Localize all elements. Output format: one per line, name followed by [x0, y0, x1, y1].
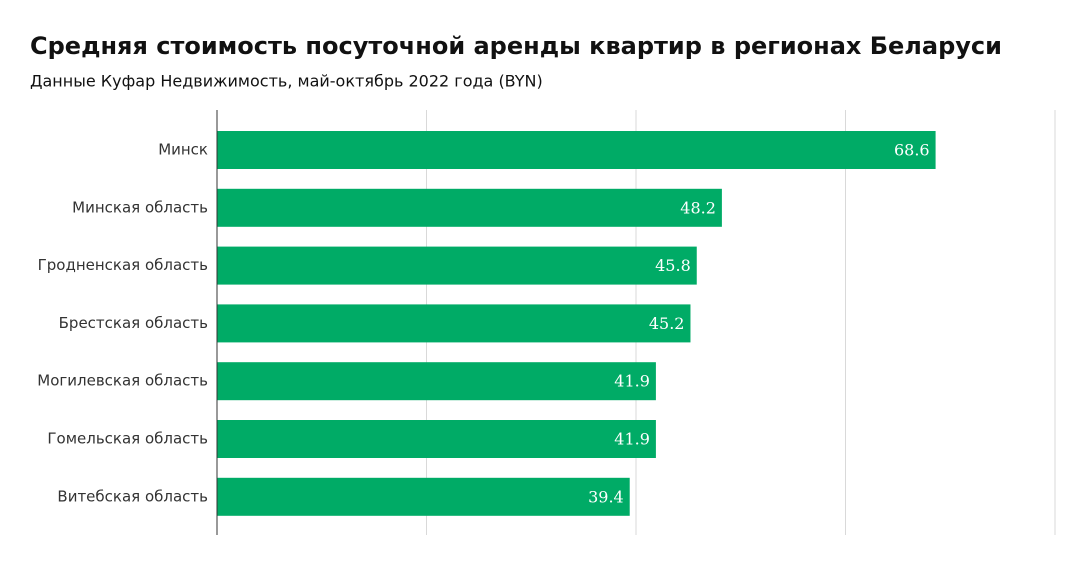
- value-label: 45.8: [655, 256, 691, 275]
- value-label: 68.6: [894, 141, 930, 160]
- bar: [217, 362, 656, 401]
- value-label: 39.4: [588, 487, 624, 506]
- bar: [217, 188, 722, 227]
- category-label: Могилевская область: [37, 372, 208, 390]
- bar: [217, 304, 691, 343]
- value-label: 41.9: [614, 372, 650, 391]
- value-label: 45.2: [649, 314, 685, 333]
- bar: [217, 131, 936, 169]
- bar: [217, 246, 697, 285]
- bar: [217, 477, 630, 516]
- chart-title: Средняя стоимость посуточной аренды квар…: [30, 32, 1002, 60]
- chart-subtitle: Данные Куфар Недвижимость, май-октябрь 2…: [30, 72, 543, 91]
- category-label: Брестская область: [59, 314, 208, 332]
- category-label: Гродненская область: [38, 256, 208, 274]
- value-label: 48.2: [680, 198, 716, 217]
- value-label: 41.9: [614, 430, 650, 449]
- category-label: Гомельская область: [47, 430, 208, 448]
- category-label: Минская область: [72, 198, 208, 216]
- bar: [217, 420, 656, 458]
- category-label: Минск: [158, 141, 208, 159]
- category-label: Витебская область: [57, 487, 208, 505]
